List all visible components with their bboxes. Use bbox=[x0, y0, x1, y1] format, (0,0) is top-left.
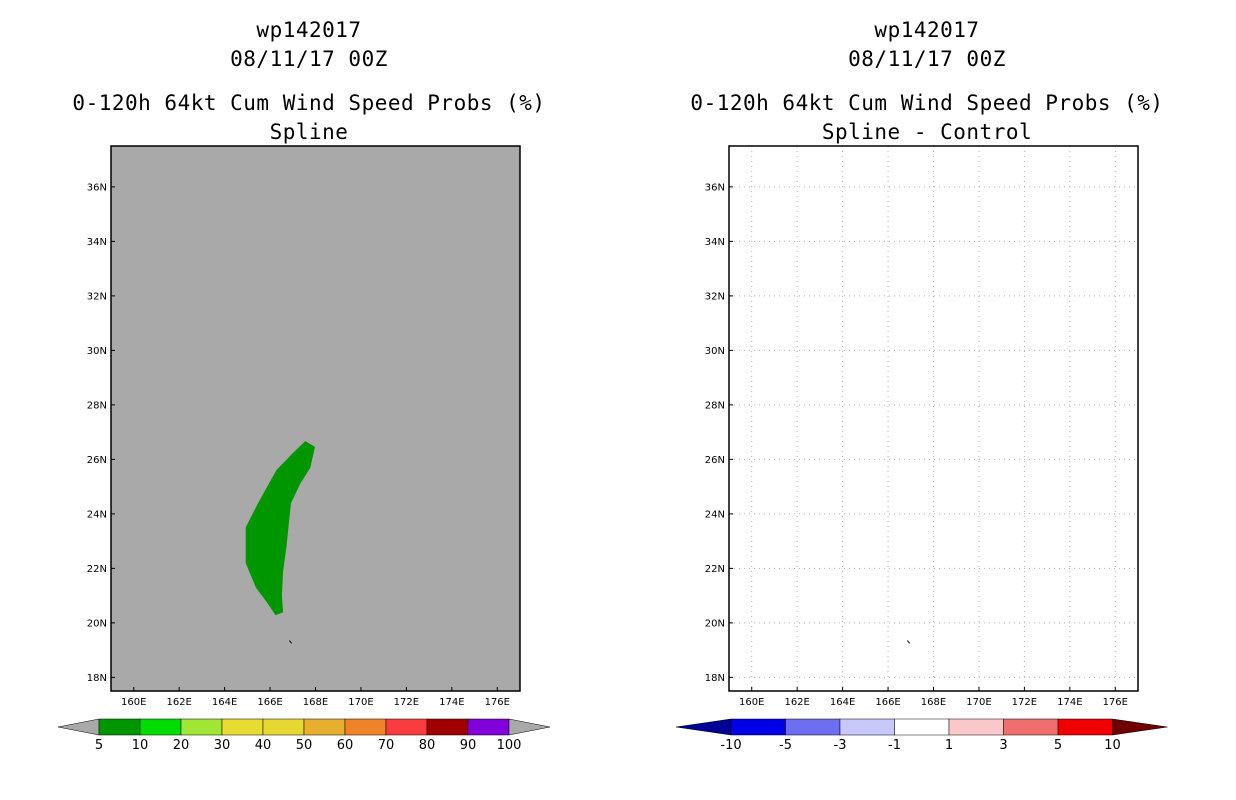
left-lat-label-34N: 34N bbox=[87, 237, 107, 248]
left-colorbar-label-100: 100 bbox=[497, 738, 522, 753]
right-colorbar-box-1-3 bbox=[948, 718, 1004, 736]
left-track-marker bbox=[288, 640, 293, 644]
right-colorbar-label--5: -5 bbox=[779, 738, 792, 753]
right-lon-label-162E: 162E bbox=[784, 697, 809, 708]
left-lon-label-174E: 174E bbox=[439, 697, 464, 708]
left-subtitle: Spline bbox=[269, 120, 349, 144]
right-colorbar-box--10--5 bbox=[730, 718, 786, 736]
right-colorbar-low-arrow bbox=[675, 718, 732, 736]
right-lat-label-30N: 30N bbox=[705, 346, 725, 357]
right-lat-label-34N: 34N bbox=[705, 237, 725, 248]
left-colorbar-box-60-70 bbox=[344, 718, 387, 736]
right-lat-label-28N: 28N bbox=[705, 400, 725, 411]
right-lon-label-176E: 176E bbox=[1103, 697, 1128, 708]
left-storm-id: wp142017 bbox=[256, 18, 362, 42]
right-colorbar-label-10: 10 bbox=[1104, 738, 1121, 753]
right-map: 18N 20N 22N 24N 26N 28N 30N 32N 34N 36N 160E 162E 16… bbox=[675, 145, 1168, 753]
right-colorbar-high-arrow bbox=[1112, 718, 1168, 736]
left-lat-label-20N: 20N bbox=[87, 618, 107, 629]
left-lon-label-162E: 162E bbox=[166, 697, 191, 708]
right-product-title: 0-120h 64kt Cum Wind Speed Probs (%) bbox=[690, 91, 1164, 115]
right-datetime: 08/11/17 00Z bbox=[848, 47, 1006, 71]
left-lat-label-30N: 30N bbox=[87, 346, 107, 357]
left-lon-label-170E: 170E bbox=[348, 697, 373, 708]
left-datetime: 08/11/17 00Z bbox=[230, 47, 388, 71]
right-colorbar-label-3: 3 bbox=[999, 738, 1007, 753]
right-colorbar-box-5-10 bbox=[1057, 718, 1113, 736]
right-lat-label-36N: 36N bbox=[705, 182, 725, 193]
left-colorbar-label-5: 5 bbox=[95, 738, 103, 753]
right-colorbar-label-1: 1 bbox=[945, 738, 953, 753]
right-lat-label-24N: 24N bbox=[705, 509, 725, 520]
right-lat-label-20N: 20N bbox=[705, 618, 725, 629]
left-colorbar-box-80-90 bbox=[426, 718, 469, 736]
left-colorbar-box-70-80 bbox=[385, 718, 428, 736]
left-colorbar-box-30-40 bbox=[221, 718, 264, 736]
left-lat-label-26N: 26N bbox=[87, 455, 107, 466]
left-lat-label-24N: 24N bbox=[87, 509, 107, 520]
right-colorbar: -10 -5 -3 -1 1 3 5 10 bbox=[675, 718, 1168, 753]
left-colorbar-label-20: 20 bbox=[173, 738, 190, 753]
right-colorbar-box--3--1 bbox=[839, 718, 895, 736]
left-colorbar-box-90-100 bbox=[467, 718, 510, 736]
left-colorbar-label-40: 40 bbox=[255, 738, 272, 753]
right-track-marker bbox=[906, 640, 911, 644]
left-lon-label-166E: 166E bbox=[257, 697, 282, 708]
right-lon-label-172E: 172E bbox=[1012, 697, 1037, 708]
left-lat-label-18N: 18N bbox=[87, 673, 107, 684]
right-panel-spline-minus-control: wp142017 08/11/17 00Z 0-120h 64kt Cum Wi… bbox=[618, 0, 1236, 800]
right-colorbar-label--3: -3 bbox=[834, 738, 847, 753]
left-lat-label-28N: 28N bbox=[87, 400, 107, 411]
left-probability-region bbox=[245, 441, 315, 616]
right-lon-label-160E: 160E bbox=[739, 697, 764, 708]
left-map-background bbox=[111, 146, 520, 691]
right-lon-label-168E: 168E bbox=[921, 697, 946, 708]
left-colorbar-box-40-50 bbox=[262, 718, 305, 736]
right-lat-label-32N: 32N bbox=[705, 291, 725, 302]
left-colorbar-box-20-30 bbox=[180, 718, 223, 736]
left-lon-label-164E: 164E bbox=[212, 697, 237, 708]
left-lon-label-176E: 176E bbox=[485, 697, 510, 708]
left-map: 18N 20N 22N 24N 26N 28N 30N 32N 34N 36N 160E 162E 16… bbox=[57, 145, 551, 753]
left-colorbar-label-30: 30 bbox=[214, 738, 231, 753]
left-panel-spline: wp142017 08/11/17 00Z 0-120h 64kt Cum Wi… bbox=[57, 18, 551, 753]
right-colorbar-label--1: -1 bbox=[888, 738, 901, 753]
left-colorbar-box-50-60 bbox=[303, 718, 346, 736]
right-map-background bbox=[729, 146, 1138, 691]
left-lat-label-36N: 36N bbox=[87, 182, 107, 193]
left-lon-label-172E: 172E bbox=[394, 697, 419, 708]
left-product-title: 0-120h 64kt Cum Wind Speed Probs (%) bbox=[72, 91, 546, 115]
right-storm-id: wp142017 bbox=[874, 18, 980, 42]
right-lat-label-18N: 18N bbox=[705, 673, 725, 684]
left-colorbar-box-10-20 bbox=[139, 718, 182, 736]
right-lon-label-164E: 164E bbox=[830, 697, 855, 708]
left-colorbar-label-10: 10 bbox=[132, 738, 149, 753]
right-colorbar-label-5: 5 bbox=[1054, 738, 1062, 753]
right-lon-label-166E: 166E bbox=[875, 697, 900, 708]
left-colorbar-label-60: 60 bbox=[337, 738, 354, 753]
left-lat-label-32N: 32N bbox=[87, 291, 107, 302]
right-lon-label-170E: 170E bbox=[966, 697, 991, 708]
right-lat-label-22N: 22N bbox=[705, 564, 725, 575]
right-subtitle: Spline - Control bbox=[821, 120, 1033, 144]
left-colorbar-high-arrow bbox=[508, 718, 551, 736]
right-colorbar-box--1-1 bbox=[894, 718, 950, 736]
right-colorbar-label--10: -10 bbox=[720, 738, 741, 753]
right-lon-label-174E: 174E bbox=[1057, 697, 1082, 708]
left-colorbar-label-90: 90 bbox=[460, 738, 477, 753]
left-colorbar-low-arrow bbox=[57, 718, 100, 736]
left-lon-label-168E: 168E bbox=[303, 697, 328, 708]
left-lat-label-22N: 22N bbox=[87, 564, 107, 575]
right-colorbar-box-3-5 bbox=[1003, 718, 1059, 736]
left-colorbar-label-70: 70 bbox=[378, 738, 395, 753]
right-lat-label-26N: 26N bbox=[705, 455, 725, 466]
left-colorbar-box-5-10 bbox=[98, 718, 141, 736]
left-colorbar-label-80: 80 bbox=[419, 738, 436, 753]
right-colorbar-box--5--3 bbox=[785, 718, 841, 736]
left-colorbar-label-50: 50 bbox=[296, 738, 313, 753]
left-lon-label-160E: 160E bbox=[121, 697, 146, 708]
